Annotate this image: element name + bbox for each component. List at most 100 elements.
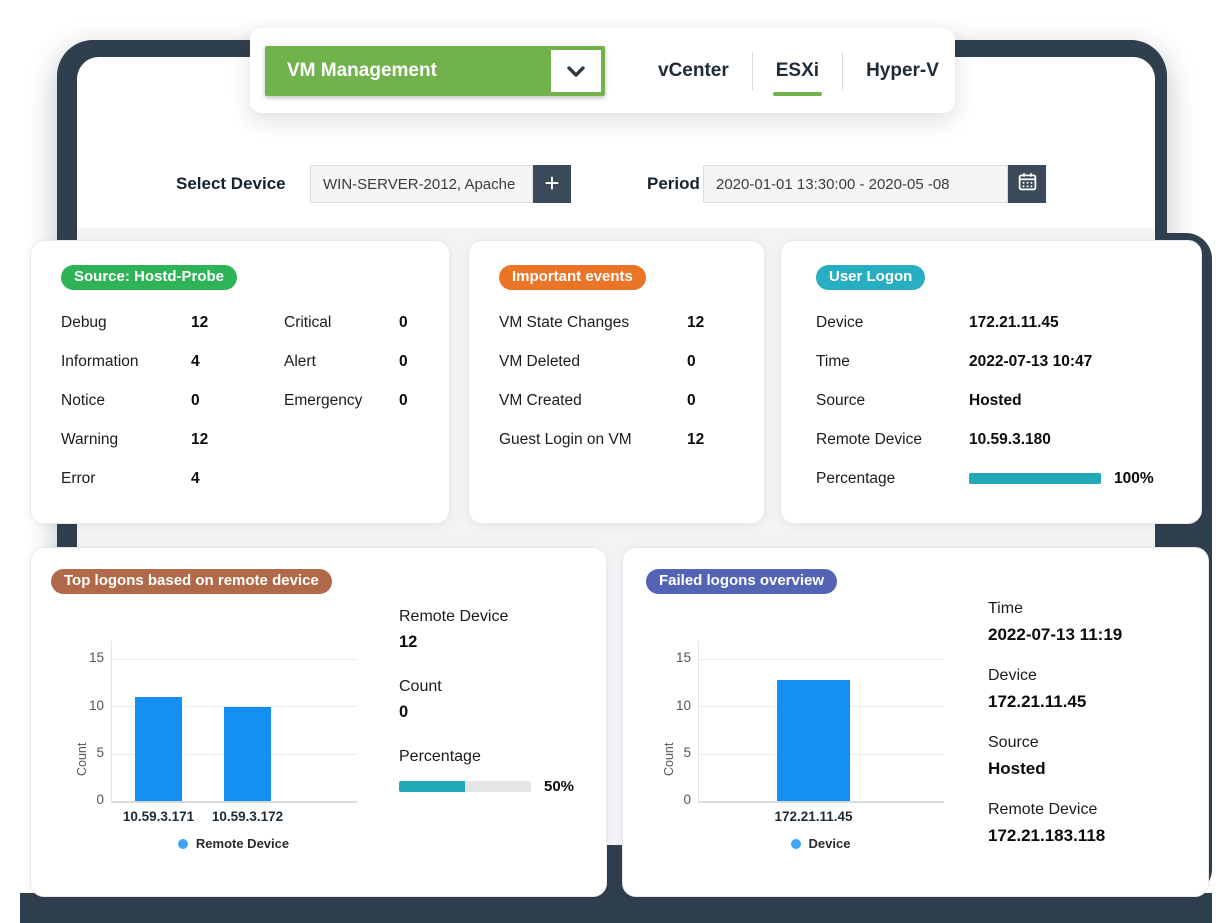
row-label: Critical bbox=[284, 313, 332, 331]
calendar-button[interactable] bbox=[1008, 165, 1046, 203]
plus-icon: + bbox=[544, 167, 560, 198]
info-label: Device bbox=[988, 667, 1037, 684]
row-value: Hosted bbox=[969, 391, 1022, 409]
y-tick: 0 bbox=[96, 792, 104, 807]
info-label: Percentage bbox=[399, 748, 481, 765]
tab-divider bbox=[751, 52, 753, 90]
select-device-label: Select Device bbox=[176, 174, 286, 193]
y-tick: 10 bbox=[88, 698, 104, 713]
failed-logons-card: Failed logons overview Count 15 10 5 0 1… bbox=[622, 547, 1209, 897]
hypervisor-tabs: vCenter ESXi Hyper-V bbox=[635, 45, 962, 97]
detail-row: Source Hosted bbox=[816, 381, 1171, 420]
severity-row: Error 4 bbox=[61, 459, 284, 498]
chart-legend: Remote Device bbox=[111, 836, 356, 851]
event-counts: VM State Changes 12 VM Deleted 0 VM Create… bbox=[499, 303, 739, 459]
row-label: Time bbox=[816, 352, 850, 370]
failed-logons-info-panel: Time 2022-07-13 11:19 Device 172.21.11.4… bbox=[988, 600, 1203, 846]
y-tick: 0 bbox=[683, 792, 691, 807]
add-device-button[interactable]: + bbox=[533, 165, 571, 203]
x-tick-label: 10.59.3.171 bbox=[122, 809, 195, 824]
row-label: Alert bbox=[284, 352, 316, 370]
top-logons-chart: 15 10 5 0 10.59.3.171 10.59.3.172 bbox=[89, 641, 357, 824]
row-label: Warning bbox=[61, 430, 119, 448]
row-label: Information bbox=[61, 352, 139, 370]
row-value: 2022-07-13 10:47 bbox=[969, 352, 1093, 370]
y-tick: 5 bbox=[96, 745, 104, 760]
source-badge: Source: Hostd-Probe bbox=[61, 265, 238, 290]
y-tick: 5 bbox=[683, 745, 691, 760]
tab-esxi[interactable]: ESXi bbox=[753, 45, 842, 97]
row-value: 12 bbox=[191, 313, 209, 331]
row-label: VM Created bbox=[499, 391, 582, 409]
x-tick-label: 172.21.11.45 bbox=[774, 809, 853, 824]
legend-dot-icon bbox=[790, 838, 801, 849]
row-value: 4 bbox=[191, 469, 200, 487]
gridline bbox=[112, 659, 357, 660]
severity-row: Critical 0 bbox=[284, 303, 421, 342]
severity-counts: Debug 12 Information 4 Notice 0 Warning 12 E… bbox=[61, 303, 421, 498]
detail-row: Remote Device 10.59.3.180 bbox=[816, 420, 1171, 459]
row-label: VM State Changes bbox=[499, 313, 630, 331]
row-value: 12 bbox=[687, 313, 705, 331]
severity-row: Warning 12 bbox=[61, 420, 284, 459]
y-tick: 15 bbox=[675, 650, 691, 665]
y-tick: 10 bbox=[675, 698, 691, 713]
event-row: VM Deleted 0 bbox=[499, 342, 739, 381]
info-group: Remote Device 12 bbox=[399, 608, 589, 652]
severity-row: Debug 12 bbox=[61, 303, 284, 342]
severity-row: Alert 0 bbox=[284, 342, 421, 381]
info-label: Count bbox=[399, 678, 442, 695]
user-logon-badge: User Logon bbox=[816, 265, 926, 290]
percentage-row: Percentage 100% bbox=[816, 459, 1171, 498]
event-row: VM Created 0 bbox=[499, 381, 739, 420]
row-value: 0 bbox=[399, 352, 408, 370]
info-group: Source Hosted bbox=[988, 734, 1203, 779]
tab-vcenter[interactable]: vCenter bbox=[635, 45, 752, 97]
detail-row: Time 2022-07-13 10:47 bbox=[816, 342, 1171, 381]
progress-fill bbox=[399, 781, 465, 792]
row-value: 0 bbox=[191, 391, 200, 409]
device-input[interactable]: WIN-SERVER-2012, Apache bbox=[310, 165, 533, 203]
tab-esxi-label: ESXi bbox=[775, 60, 820, 81]
row-label: Error bbox=[61, 469, 96, 487]
percentage-progress-bar bbox=[969, 473, 1101, 484]
y-tick: 15 bbox=[88, 650, 104, 665]
row-label: Source bbox=[816, 391, 866, 409]
failed-logons-badge: Failed logons overview bbox=[646, 569, 838, 594]
info-value: Hosted bbox=[988, 759, 1046, 778]
event-row: Guest Login on VM 12 bbox=[499, 420, 739, 459]
dropdown-selected-label: VM Management bbox=[287, 60, 437, 81]
percentage-value: 50% bbox=[544, 778, 575, 795]
info-value: 2022-07-13 11:19 bbox=[988, 625, 1123, 644]
row-value: 12 bbox=[191, 430, 209, 448]
top-logons-info-panel: Remote Device 12 Count 0 Percentage 50% bbox=[399, 608, 589, 795]
info-group: Time 2022-07-13 11:19 bbox=[988, 600, 1203, 645]
row-value: 0 bbox=[687, 391, 696, 409]
info-label: Time bbox=[988, 600, 1023, 617]
row-value: 0 bbox=[399, 391, 408, 409]
legend-label: Device bbox=[808, 836, 851, 851]
info-label: Remote Device bbox=[988, 801, 1098, 818]
percentage-progress-bar bbox=[399, 781, 531, 792]
tab-hyperv[interactable]: Hyper-V bbox=[843, 45, 962, 97]
gridline bbox=[112, 706, 357, 707]
header-bar: VM Management vCenter ESXi Hyper-V bbox=[250, 28, 955, 113]
info-group: Remote Device 172.21.183.118 bbox=[988, 801, 1203, 846]
period-input[interactable]: 2020-01-01 13:30:00 - 2020-05 -08 bbox=[703, 165, 1008, 203]
row-label: Remote Device bbox=[816, 430, 922, 448]
chart-bar bbox=[777, 680, 850, 801]
row-label: Debug bbox=[61, 313, 107, 331]
event-row: VM State Changes 12 bbox=[499, 303, 739, 342]
user-logon-card: User Logon Device 172.21.11.45 Time 2022-0… bbox=[780, 240, 1202, 524]
info-group: Count 0 bbox=[399, 678, 589, 722]
x-tick-label: 10.59.3.172 bbox=[211, 809, 284, 824]
gridline bbox=[699, 659, 944, 660]
user-logon-details: Device 172.21.11.45 Time 2022-07-13 10:47 … bbox=[816, 303, 1171, 498]
active-tab-underline bbox=[772, 92, 823, 96]
row-label: Emergency bbox=[284, 391, 363, 409]
vm-management-dropdown[interactable]: VM Management bbox=[265, 46, 605, 96]
info-value: 172.21.11.45 bbox=[988, 692, 1087, 711]
chevron-down-icon[interactable] bbox=[551, 50, 601, 92]
failed-logons-chart: 15 10 5 0 172.21.11.45 bbox=[676, 641, 944, 824]
